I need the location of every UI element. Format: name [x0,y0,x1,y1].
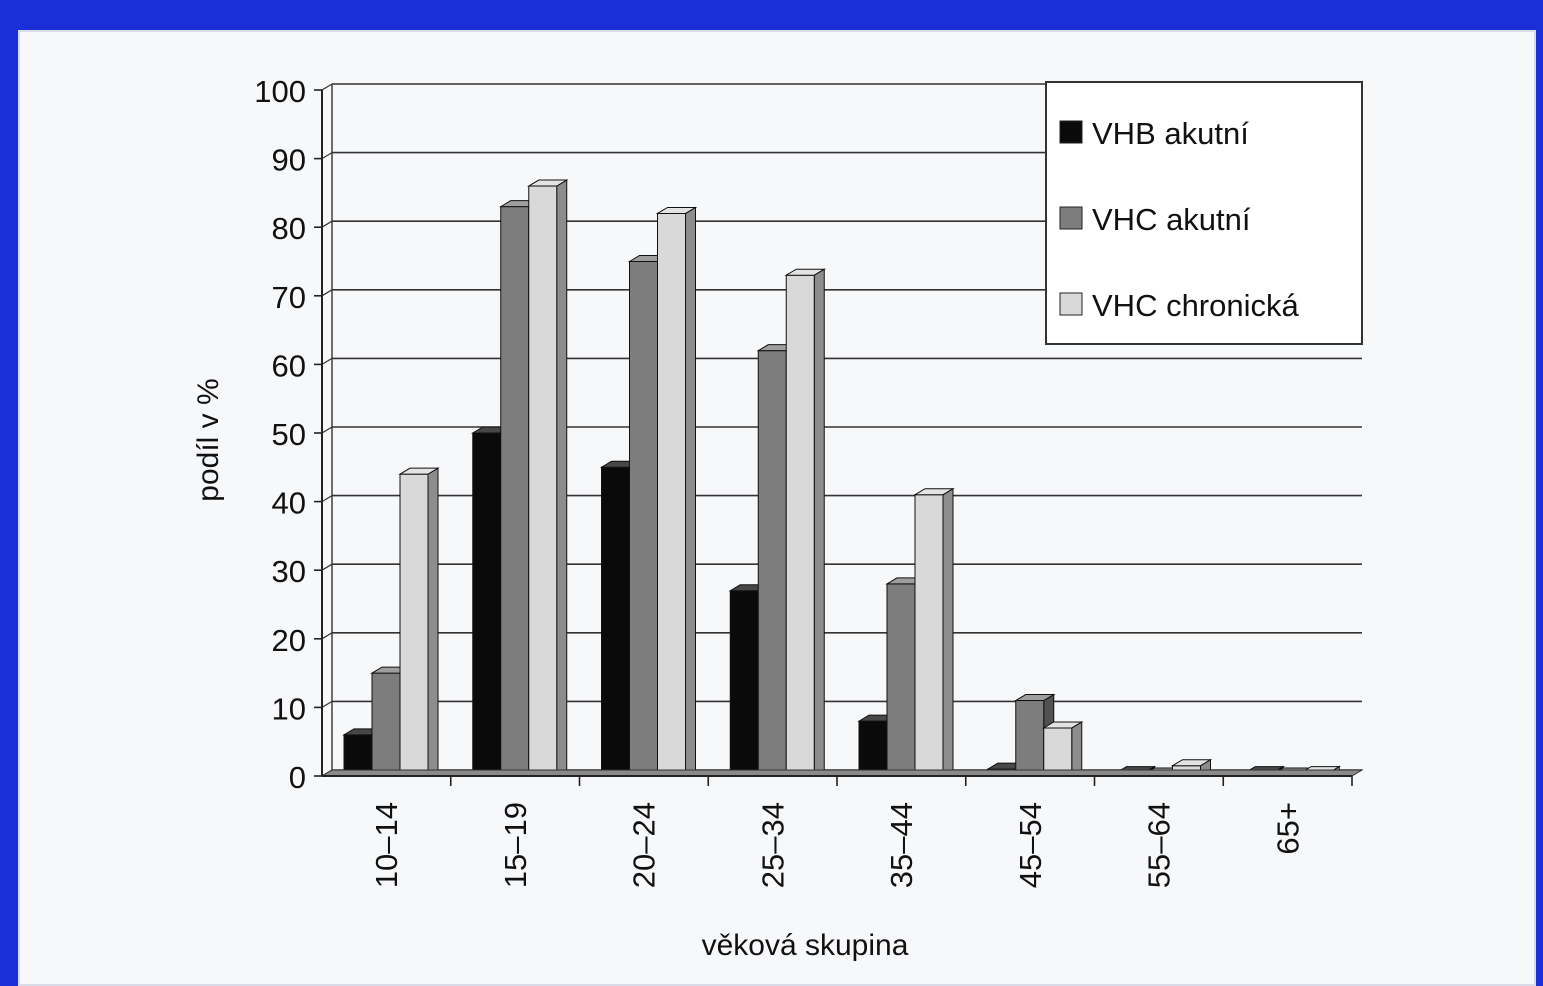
gridline-depth [321,220,333,228]
gridline-depth [321,632,333,640]
bar [913,487,955,777]
y-tick-labels: 0 10 20 30 40 50 60 70 80 90 100 [254,74,306,795]
x-tick-label: 45–54 [1013,802,1048,888]
gridline-depth [321,152,333,160]
y-tick-label: 60 [272,348,306,383]
gridline-depth [321,495,333,503]
x-tick-label: 10–14 [369,802,404,888]
y-tick-label: 20 [272,623,306,658]
y-axis-title: podíl v % [192,378,225,501]
gridline-depth [321,700,333,708]
x-tick-label: 55–64 [1142,802,1177,888]
legend-item-vhc-chronicka: VHC chronická [1059,288,1299,323]
gridline-depth [321,563,333,571]
legend: VHB akutní VHC akutní VHC chronická [1045,81,1363,345]
legend-label: VHB akutní [1092,116,1249,151]
y-tick-label: 100 [254,74,306,109]
x-tick-label: 35–44 [884,802,919,888]
y-tick-label: 10 [272,691,306,726]
gridline-depth [321,83,333,91]
y-tick-label: 90 [272,143,306,178]
y-tick-label: 40 [272,486,306,521]
legend-item-vhb-akutni: VHB akutní [1059,116,1249,151]
y-tick-label: 50 [272,417,306,452]
legend-label: VHC chronická [1092,288,1299,323]
gridline-depth [321,289,333,297]
x-tick-label: 15–19 [498,802,533,888]
x-tick-label: 20–24 [627,802,662,888]
y-tick-label: 30 [272,554,306,589]
x-axis-title: věková skupina [702,929,909,962]
x-tick-label: 65+ [1270,802,1305,855]
bar [398,467,440,777]
bar [1041,721,1084,777]
y-tick-label: 0 [289,760,306,795]
y-tick-label: 70 [272,280,306,315]
y-tick-label: 80 [272,211,306,246]
legend-swatch [1059,292,1083,316]
legend-swatch [1059,120,1083,144]
bars [342,179,1342,777]
x-tick-label: 25–34 [755,802,790,888]
gridline-depth [321,357,333,365]
legend-box [1045,81,1363,345]
bar [784,268,827,777]
axes [314,84,1364,786]
bar [526,179,569,777]
legend-item-vhc-akutni: VHC akutní [1059,202,1251,237]
legend-label: VHC akutní [1092,202,1251,237]
bar [655,206,698,777]
x-tick-labels: 10–14 15–19 20–24 25–34 35–44 45–54 55–64 65+ [369,802,1305,888]
gridline-depth [321,426,333,434]
legend-swatch [1059,206,1083,230]
